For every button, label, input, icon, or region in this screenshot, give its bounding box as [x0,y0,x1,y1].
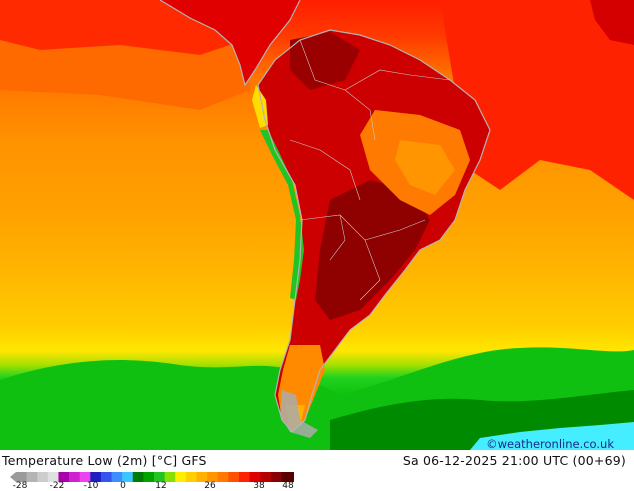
legend-arrow-left [10,472,16,482]
legend-swatch [260,472,272,482]
color-legend [10,472,294,482]
legend-swatch [58,472,70,482]
tierra-del-fuego [280,390,318,438]
country-borders [289,39,451,301]
legend-swatch [175,472,187,482]
legend-swatch [154,472,166,482]
ice-zone [470,422,634,450]
legend-tick-label: 12 [155,481,167,491]
map-datetime: Sa 06-12-2025 21:00 UTC (00+69) [402,453,626,468]
legend-swatch [111,472,123,482]
legend-swatch [26,472,38,482]
northwest-dark [290,32,360,90]
legend-tick-label: -10 [83,481,99,491]
legend-tick-label: 0 [120,481,126,491]
legend-swatch [132,472,144,482]
legend-swatch [281,472,293,482]
map-title: Temperature Low (2m) [°C] GFS [2,453,207,468]
legend-swatch [207,472,219,482]
greenland-corner [590,0,634,45]
legend-swatch [69,472,81,482]
pacific-warm-zone [0,40,250,110]
central-america-coast [159,0,301,87]
legend-swatch [16,472,28,482]
legend-tick-label: 38 [253,481,265,491]
legend-swatch [122,472,134,482]
legend-tick-label: -28 [12,481,28,491]
legend-tick-label: 48 [282,481,294,491]
legend-swatch [238,472,251,482]
temperature-map [0,0,634,450]
legend-swatch [90,472,102,482]
legend-swatch [164,472,176,482]
map-footer: ©weatheronline.co.uk Temperature Low (2m… [0,437,634,491]
legend-swatch [249,472,261,482]
interior-dark [315,180,430,320]
legend-swatch [185,472,197,482]
legend-swatch [47,472,59,482]
legend-swatch [79,472,91,482]
legend-swatch [270,472,282,482]
legend-ticks: -28 -22 -10 0 12 26 38 48 [0,481,310,491]
credit-link[interactable]: ©weatheronline.co.uk [486,437,614,451]
legend-swatch [196,472,208,482]
andes-strip [260,130,304,300]
legend-tick-label: -22 [49,481,65,491]
legend-arrow-right [292,472,294,482]
atlantic-hot-zone [440,0,634,200]
legend-tick-label: 26 [204,481,216,491]
legend-swatch [100,472,113,482]
legend-swatch [228,472,240,482]
legend-swatch [217,472,229,482]
brazil-highlands-core [395,140,455,195]
legend-swatch [143,472,155,482]
map-canvas [0,0,634,450]
legend-swatch [37,472,49,482]
coastline [257,29,491,433]
